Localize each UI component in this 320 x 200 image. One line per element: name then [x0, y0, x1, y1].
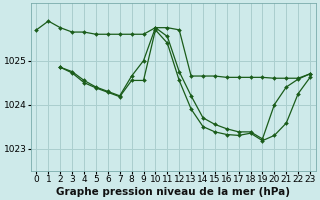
X-axis label: Graphe pression niveau de la mer (hPa): Graphe pression niveau de la mer (hPa) — [56, 187, 290, 197]
